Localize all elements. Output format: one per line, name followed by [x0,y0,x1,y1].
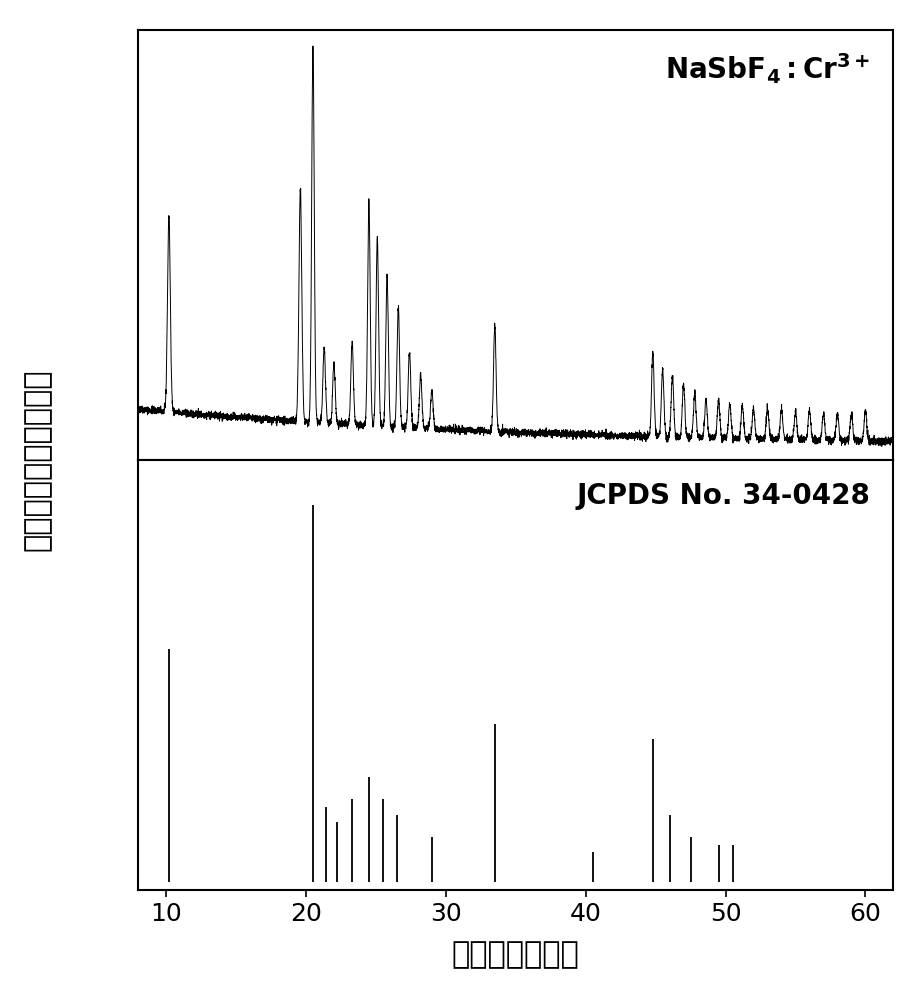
Text: $\mathbf{NaSbF_4:Cr^{3+}}$: $\mathbf{NaSbF_4:Cr^{3+}}$ [666,51,870,86]
Text: JCPDS No. 34-0428: JCPDS No. 34-0428 [577,482,870,510]
X-axis label: 衍射角度（度）: 衍射角度（度） [452,940,579,969]
Text: 相对强度（任意强度）: 相对强度（任意强度） [22,369,52,551]
